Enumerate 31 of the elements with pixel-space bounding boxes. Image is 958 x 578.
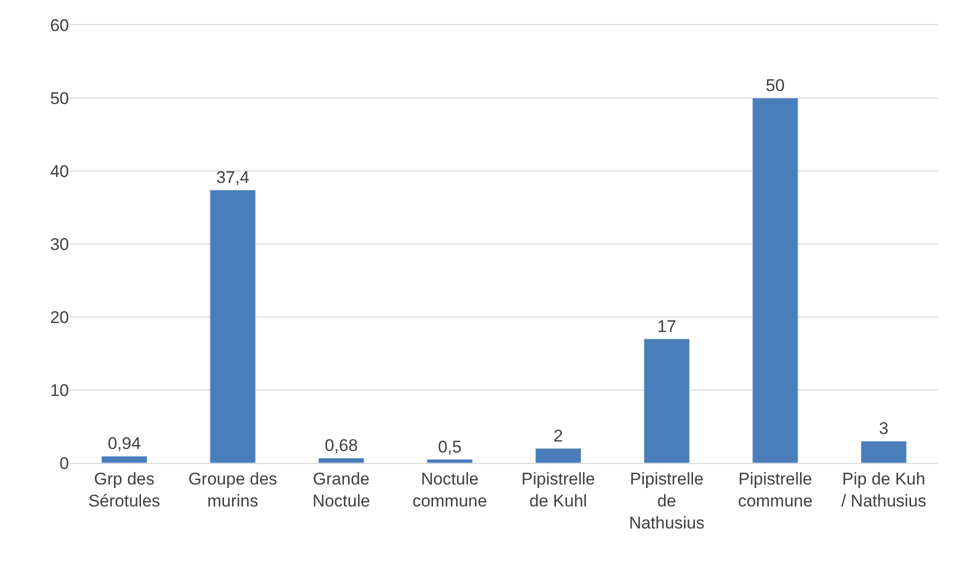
y-tick-label: 30 xyxy=(50,234,69,254)
bar xyxy=(426,459,473,463)
data-label: 0,5 xyxy=(438,437,462,456)
bar xyxy=(318,458,364,463)
x-tick-label: Pipistrelle commune xyxy=(738,469,813,510)
bar xyxy=(644,338,690,463)
x-tick-label: Grp des Sérotules xyxy=(88,469,160,510)
y-tick-label: 20 xyxy=(50,308,69,327)
bar xyxy=(860,440,907,463)
data-label: 50 xyxy=(766,76,785,95)
data-label: 0,94 xyxy=(108,434,141,454)
x-tick-label: Grande Noctule xyxy=(312,469,370,510)
x-tick-label: Pipistrelle de Nathusius xyxy=(628,469,705,533)
data-label: 0,68 xyxy=(324,436,358,456)
y-tick-label: 60 xyxy=(50,16,69,35)
data-label: 2 xyxy=(554,426,563,446)
x-tick-label: Pipistrelle de Kuhl xyxy=(521,469,596,510)
bar xyxy=(101,456,148,463)
bar xyxy=(752,98,798,463)
x-tick-label: Groupe des murins xyxy=(188,469,278,510)
x-tick-label: Pip de Kuh / Nathusius xyxy=(841,469,926,510)
y-tick-label: 50 xyxy=(50,88,69,108)
data-label: 17 xyxy=(657,316,676,336)
data-label: 37,4 xyxy=(216,168,250,187)
y-tick-label: 0 xyxy=(60,454,69,473)
bar xyxy=(535,448,582,463)
data-label: 3 xyxy=(879,419,888,438)
y-tick-label: 10 xyxy=(50,380,69,400)
y-tick-label: 40 xyxy=(50,162,69,181)
bar xyxy=(210,190,256,463)
x-tick-label: Noctule commune xyxy=(412,469,488,510)
